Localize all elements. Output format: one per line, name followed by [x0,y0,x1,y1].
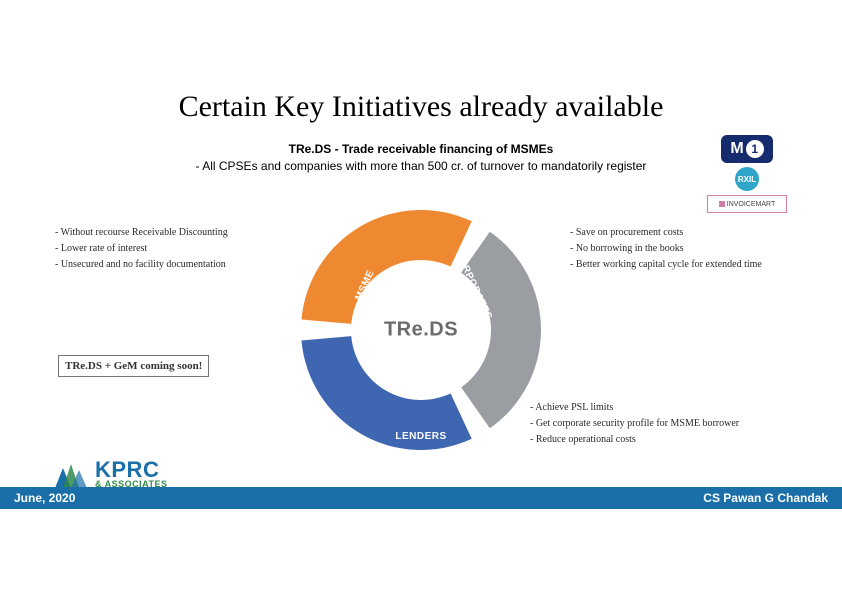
kprc-main: KPRC [95,460,168,480]
coming-soon-box: TRe.DS + GeM coming soon! [58,355,209,377]
bullet: - Lower rate of interest [55,241,275,257]
bullet: - Better working capital cycle for exten… [570,257,800,273]
footer-bar: June, 2020 CS Pawan G Chandak [0,487,842,509]
bullet: - Unsecured and no facility documentatio… [55,257,275,273]
invoice-square-icon [719,201,725,207]
bullet: - Without recourse Receivable Discountin… [55,225,275,241]
donut-center-label: TRe.DS [384,319,458,342]
arc-label-lenders: LENDERS [395,431,446,442]
bullets-corporates: - Save on procurement costs - No borrowi… [570,225,800,273]
footer-date: June, 2020 [14,491,75,505]
invoice-text: INVOICEMART [727,201,776,208]
bullets-msme: - Without recourse Receivable Discountin… [55,225,275,273]
bullet: - Save on procurement costs [570,225,800,241]
kprc-logo: KPRC & ASSOCIATES [55,460,168,488]
rxil-logo: RXIL [735,167,759,191]
m1-m: M [730,140,743,158]
bullet: - Get corporate security profile for MSM… [530,416,780,432]
slide-page: Certain Key Initiatives already availabl… [0,0,842,595]
footer-author: CS Pawan G Chandak [703,491,828,505]
bullets-lenders: - Achieve PSL limits - Get corporate sec… [530,400,780,448]
invoicemart-logo: INVOICEMART [707,195,787,213]
kprc-triangles-icon [55,462,89,488]
m1-one: 1 [746,140,764,158]
kprc-text: KPRC & ASSOCIATES [95,460,168,488]
treds-donut-diagram: TRe.DS MSME CORPORATES LENDERS [291,200,551,460]
bullet: - No borrowing in the books [570,241,800,257]
page-title: Certain Key Initiatives already availabl… [0,90,842,124]
partner-logos: M 1 RXIL INVOICEMART [707,135,787,213]
bullet: - Achieve PSL limits [530,400,780,416]
m1-logo: M 1 [721,135,773,163]
bullet: - Reduce operational costs [530,432,780,448]
